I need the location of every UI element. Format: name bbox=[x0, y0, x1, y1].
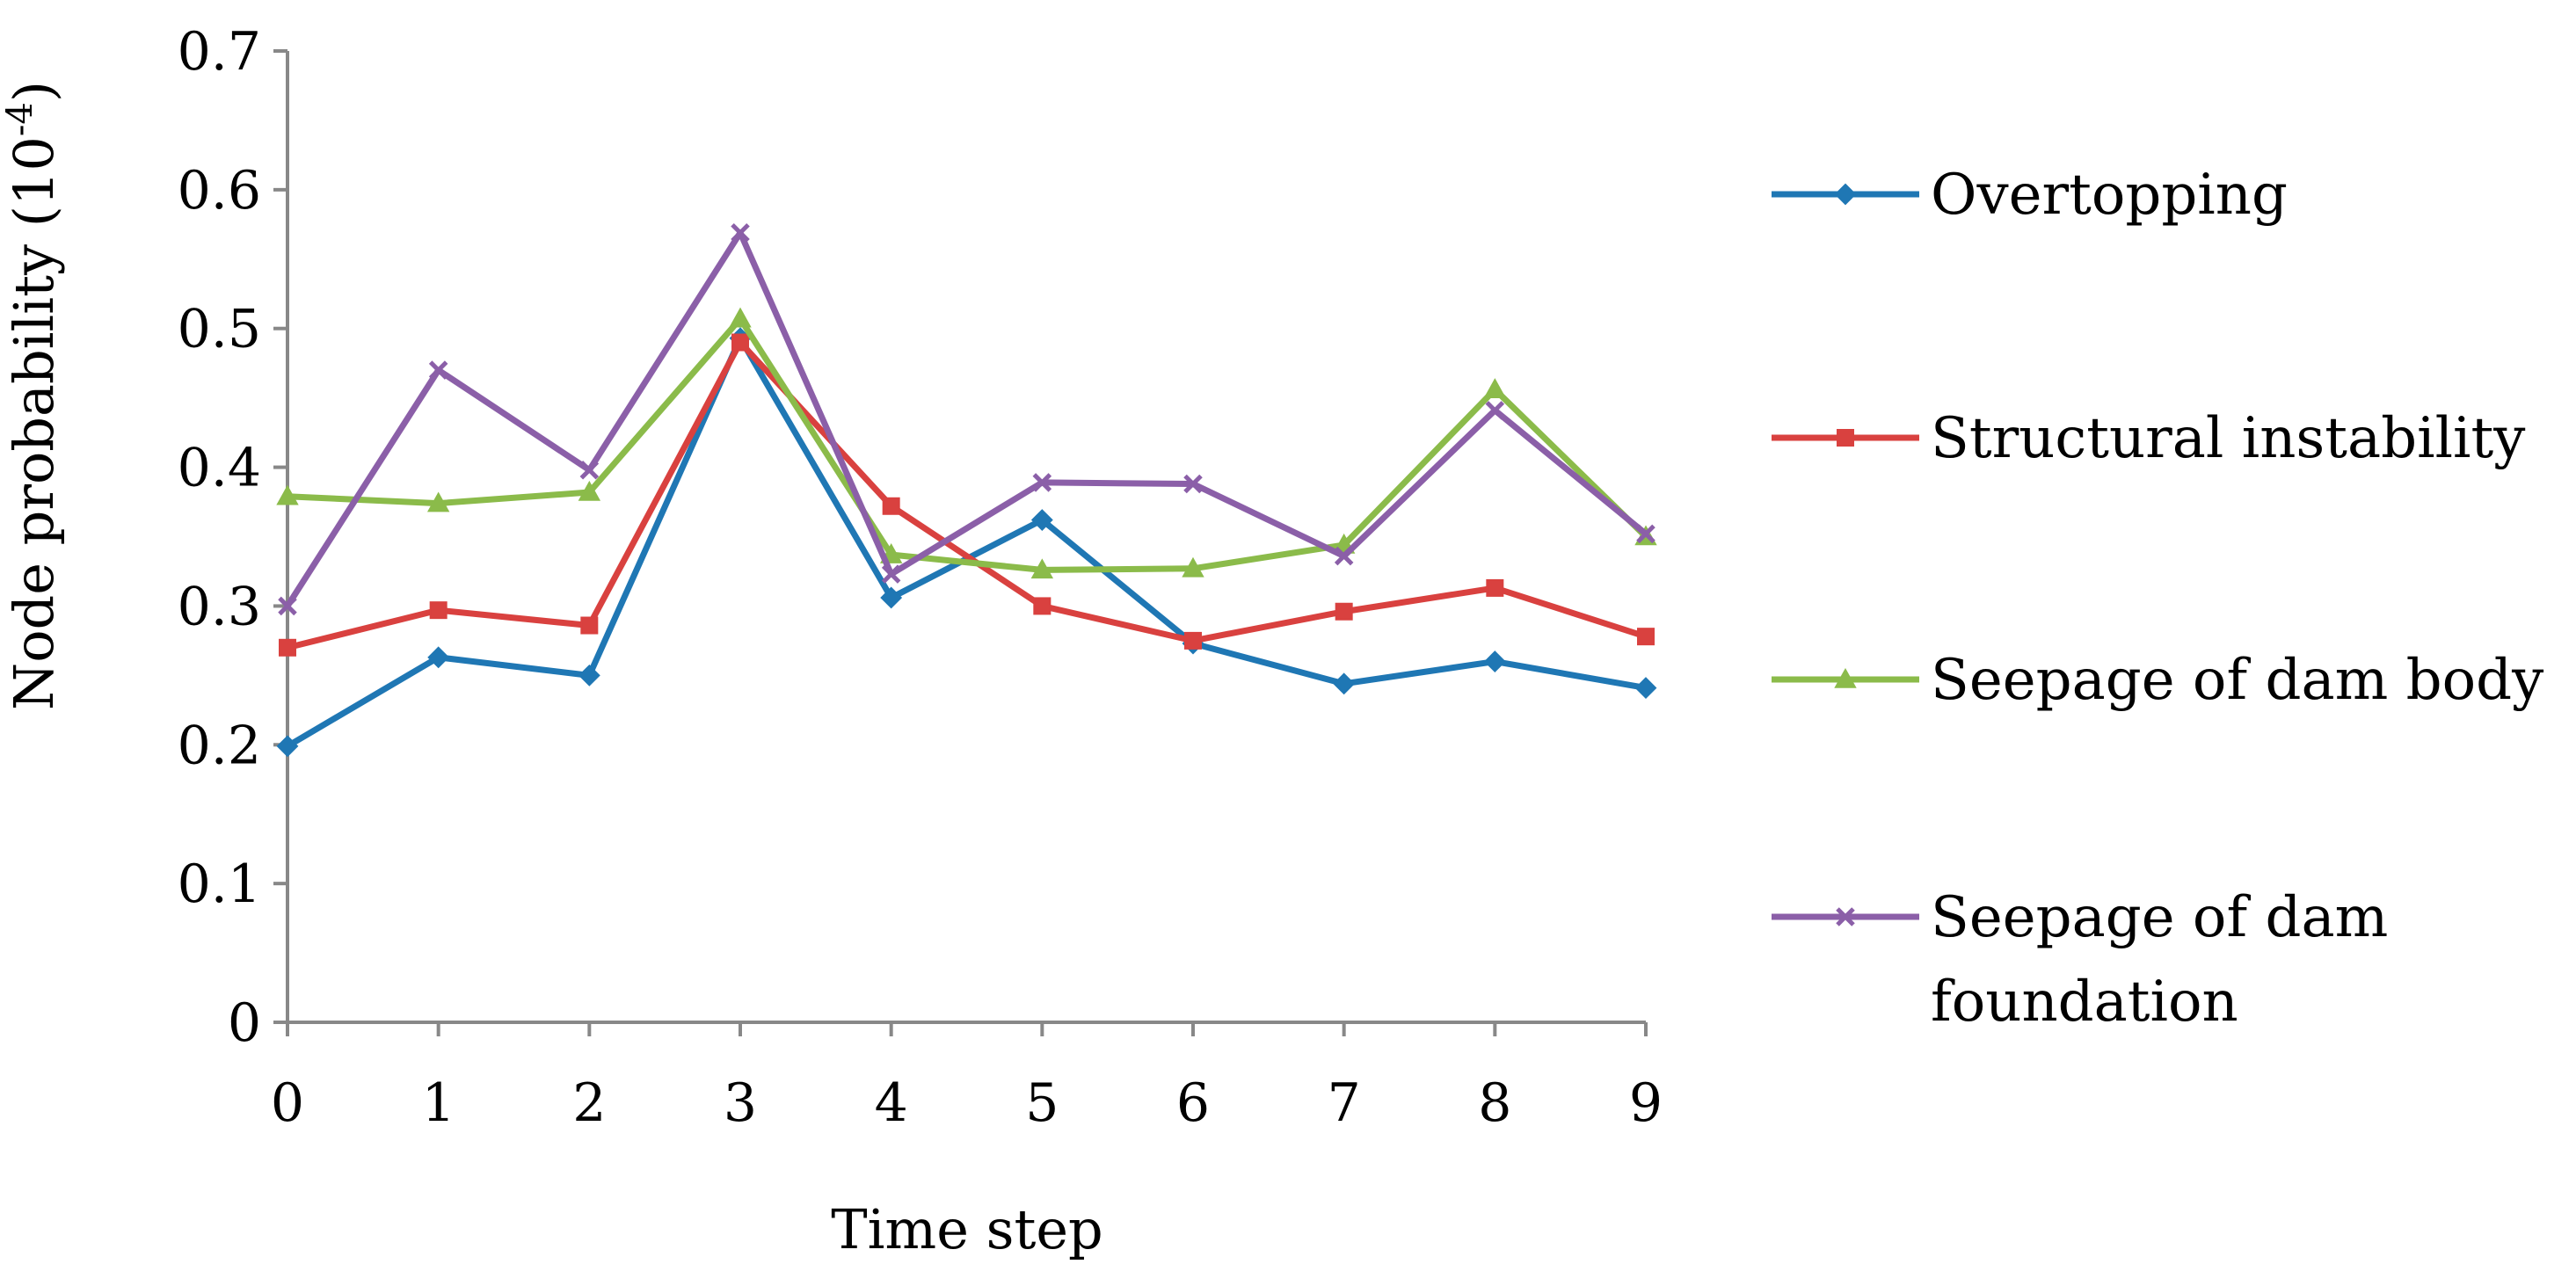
data-point bbox=[1636, 524, 1655, 544]
data-point bbox=[276, 735, 299, 758]
data-point bbox=[427, 646, 450, 669]
data-point bbox=[578, 480, 601, 501]
x-tick-label: 3 bbox=[724, 1072, 757, 1134]
data-point bbox=[881, 564, 901, 584]
data-point bbox=[729, 307, 752, 328]
x-axis-title: Time step bbox=[831, 1197, 1103, 1261]
series-layer bbox=[276, 223, 1657, 758]
legend-entry: Overtopping bbox=[1772, 163, 2288, 228]
series-line bbox=[284, 316, 1649, 573]
data-point bbox=[429, 601, 448, 620]
data-point bbox=[279, 638, 296, 657]
data-point bbox=[579, 460, 600, 480]
y-tick-label: 0 bbox=[228, 992, 261, 1054]
axes: 0 0.1 0.2 0.3 0.4 0.5 0.6 0.7 0 1 2 3 4 5 6 7 8 9 bbox=[178, 21, 1663, 1134]
x-tick-label: 6 bbox=[1176, 1072, 1210, 1134]
y-tick-label: 0.5 bbox=[178, 299, 261, 360]
data-point bbox=[1483, 650, 1506, 672]
x-tick-label: 1 bbox=[422, 1072, 455, 1134]
legend-label: foundation bbox=[1931, 970, 2238, 1035]
data-point bbox=[1637, 628, 1655, 646]
data-point bbox=[1485, 401, 1505, 420]
x-tick-label: 0 bbox=[271, 1072, 304, 1134]
data-point bbox=[1183, 474, 1203, 494]
x-tick-label: 4 bbox=[875, 1072, 908, 1134]
series-overtopping bbox=[276, 327, 1657, 758]
data-point bbox=[278, 596, 297, 616]
legend-swatch-marker bbox=[1834, 183, 1857, 206]
data-point bbox=[1486, 578, 1504, 597]
series-line bbox=[284, 229, 1649, 609]
data-point bbox=[426, 491, 450, 512]
data-point bbox=[276, 484, 299, 505]
data-point bbox=[1634, 677, 1657, 699]
data-point bbox=[1182, 556, 1204, 578]
y-axis-title-text: Node probability (10 bbox=[2, 136, 66, 710]
x-tick-label: 9 bbox=[1629, 1072, 1663, 1134]
data-point bbox=[731, 223, 750, 243]
data-point bbox=[578, 664, 600, 687]
data-point bbox=[882, 497, 900, 515]
data-point bbox=[1184, 631, 1202, 650]
y-tick-label: 0.3 bbox=[178, 576, 261, 637]
legend-entry: Structural instability bbox=[1772, 406, 2525, 471]
data-point bbox=[731, 333, 749, 352]
data-point bbox=[1334, 546, 1354, 566]
data-point bbox=[1030, 509, 1053, 531]
data-point bbox=[580, 616, 599, 635]
y-axis-title-exponent: -4 bbox=[0, 102, 40, 136]
data-point bbox=[1033, 597, 1052, 615]
series-line bbox=[284, 335, 1649, 750]
svg-text:Node probability (10-4): Node probability (10-4) bbox=[0, 81, 66, 710]
y-tick-label: 0.4 bbox=[178, 438, 261, 499]
y-axis-title-close: ) bbox=[2, 81, 66, 102]
legend-swatch-marker bbox=[1836, 907, 1855, 926]
y-tick-label: 0.1 bbox=[178, 854, 261, 915]
data-point bbox=[1032, 473, 1052, 492]
y-tick-label: 0.6 bbox=[178, 160, 261, 222]
data-point bbox=[1335, 602, 1353, 621]
legend-swatch-marker bbox=[1834, 667, 1857, 688]
x-tick-label: 5 bbox=[1025, 1072, 1059, 1134]
y-tick-label: 0.7 bbox=[178, 21, 261, 83]
series-seepage-of-dam-body bbox=[276, 307, 1657, 579]
series-structural-instability bbox=[279, 333, 1655, 657]
data-point bbox=[1030, 558, 1054, 579]
data-point bbox=[880, 586, 903, 609]
data-point bbox=[1483, 378, 1507, 398]
legend: Overtopping Structural instability Seepage… bbox=[1772, 163, 2543, 1035]
legend-label: Structural instability bbox=[1931, 406, 2525, 471]
x-tick-label: 2 bbox=[572, 1072, 606, 1134]
data-point bbox=[1333, 672, 1356, 695]
legend-label: Seepage of dam bbox=[1931, 885, 2388, 950]
series-line bbox=[284, 339, 1649, 651]
x-tick-label: 7 bbox=[1328, 1072, 1361, 1134]
x-tick-label: 8 bbox=[1478, 1072, 1511, 1134]
data-point bbox=[428, 360, 448, 380]
y-tick-label: 0.2 bbox=[178, 715, 261, 776]
y-axis-title: Node probability (10-4) bbox=[0, 81, 66, 710]
legend-label: Seepage of dam body bbox=[1931, 648, 2543, 713]
legend-entry: Seepage of dam body bbox=[1772, 648, 2543, 713]
legend-label: Overtopping bbox=[1931, 163, 2288, 228]
legend-entry: Seepage of dam foundation bbox=[1772, 885, 2388, 1035]
series-seepage-of-dam-foundation bbox=[278, 223, 1655, 616]
legend-swatch-marker bbox=[1837, 429, 1854, 447]
